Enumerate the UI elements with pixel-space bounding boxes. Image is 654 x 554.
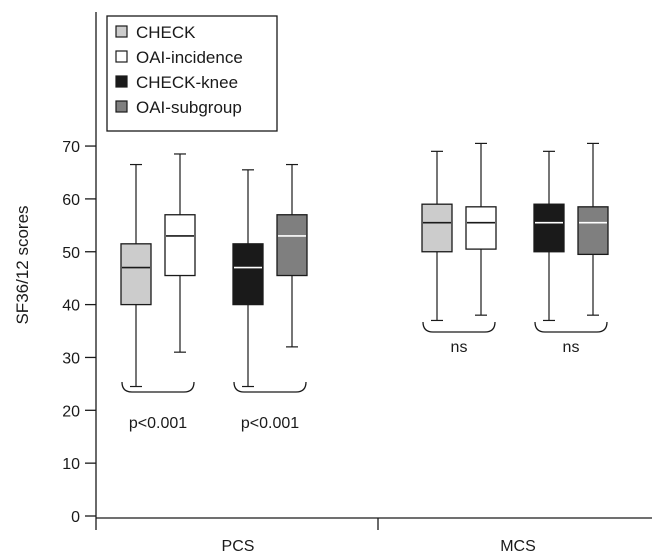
legend-label: CHECK-knee [136,73,238,92]
box-pcs-check-knee [232,169,264,388]
box-iqr [276,214,308,277]
significance-label: p<0.001 [129,415,187,432]
box-mcs-oai-subgroup [577,142,609,316]
legend-label: OAI-incidence [136,48,243,67]
legend-swatch [115,50,128,63]
box-iqr [465,206,497,250]
y-tick-label: 20 [62,403,80,420]
significance-bracket [121,381,195,393]
box-mcs-check-knee [533,150,565,322]
box-iqr [164,214,196,277]
box-mcs-oai-incidence [465,142,497,316]
legend-label: CHECK [136,23,196,42]
legend: CHECK OAI-incidence CHECK-knee OAI-subgroup [106,15,278,132]
box-pcs-oai-subgroup [276,163,308,348]
x-category-label: PCS [222,538,255,554]
y-tick-label: 40 [62,298,80,315]
significance-bracket [422,321,496,333]
legend-swatch [115,25,128,38]
significance-label: ns [451,339,468,356]
box-iqr [533,203,565,253]
legend-label: OAI-subgroup [136,98,242,117]
y-tick-label: 60 [62,192,80,209]
box-iqr [120,243,152,306]
box-iqr [232,243,264,306]
axes: 0 10 20 30 40 50 60 70 PCS MCS [62,12,652,554]
y-tick-label: 10 [62,456,80,473]
legend-box [106,15,278,132]
y-axis-title: SF36/12 scores [13,205,32,324]
box-iqr [577,206,609,256]
y-tick-label: 70 [62,139,80,156]
y-tick-label: 0 [71,509,80,526]
y-tick-label: 50 [62,245,80,262]
legend-swatch [115,100,128,113]
legend-swatch [115,75,128,88]
x-category-label: MCS [500,538,536,554]
box-pcs-check [120,163,152,388]
box-pcs-oai-incidence [164,153,196,353]
y-tick-label: 30 [62,350,80,367]
significance-label: p<0.001 [241,415,299,432]
box-mcs-check [421,150,453,322]
box-group [120,142,609,388]
significance-bracket [233,381,307,393]
significance-bracket [534,321,608,333]
significance-label: ns [563,339,580,356]
significance-annotations: p<0.001 p<0.001 ns ns [121,321,608,432]
box-iqr [421,203,453,253]
